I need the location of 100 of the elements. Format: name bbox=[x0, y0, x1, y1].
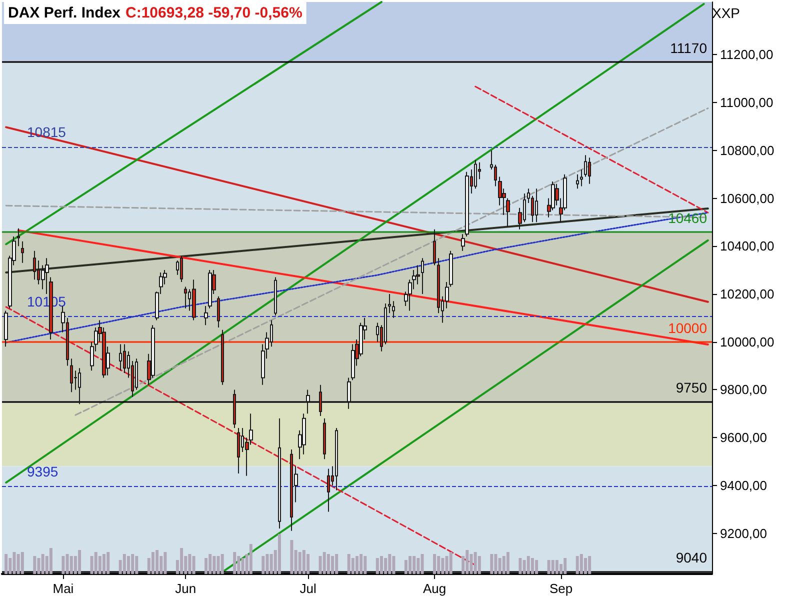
candlestick bbox=[204, 305, 208, 326]
candlestick bbox=[388, 293, 391, 314]
candlestick bbox=[45, 258, 49, 294]
candlestick bbox=[351, 344, 355, 381]
candlestick bbox=[433, 228, 436, 266]
y-tick-label: 10800,00 bbox=[720, 142, 774, 158]
x-tick-label: Jul bbox=[300, 581, 316, 596]
bar bbox=[302, 550, 306, 574]
bar bbox=[380, 556, 383, 574]
bar bbox=[441, 558, 444, 574]
bar bbox=[522, 560, 526, 574]
bar bbox=[20, 552, 24, 574]
bar bbox=[78, 550, 82, 574]
candlestick bbox=[588, 157, 591, 184]
candlestick bbox=[17, 228, 20, 247]
candlestick bbox=[347, 377, 351, 410]
bar bbox=[212, 556, 216, 574]
bar bbox=[220, 554, 224, 574]
bar bbox=[564, 558, 567, 574]
bar bbox=[530, 558, 534, 574]
bar bbox=[404, 560, 408, 574]
bar bbox=[4, 554, 8, 574]
y-tick-label: 9200,00 bbox=[720, 526, 767, 541]
bar bbox=[498, 558, 502, 574]
candlestick bbox=[123, 344, 126, 374]
bar bbox=[551, 560, 554, 574]
candlestick bbox=[4, 310, 8, 348]
y-tick-label: 11000,00 bbox=[720, 95, 774, 110]
bar bbox=[437, 556, 440, 574]
bar bbox=[164, 552, 167, 574]
bar bbox=[547, 560, 550, 574]
x-tick-label: Sep bbox=[549, 581, 573, 596]
candlestick bbox=[327, 468, 330, 512]
x-tick-label: Aug bbox=[422, 581, 446, 596]
candlestick bbox=[535, 188, 538, 223]
bar bbox=[151, 552, 154, 574]
candlestick bbox=[323, 418, 326, 460]
y-tick-label: 10000,00 bbox=[720, 334, 774, 350]
candlestick bbox=[237, 428, 240, 474]
bar bbox=[249, 544, 252, 574]
y-tick-label: 11200,00 bbox=[720, 47, 774, 62]
bar bbox=[90, 556, 94, 574]
candlestick bbox=[465, 171, 469, 238]
candlestick bbox=[217, 296, 220, 328]
bar bbox=[356, 556, 358, 574]
bar bbox=[449, 552, 452, 574]
bar bbox=[237, 556, 240, 574]
candlestick bbox=[70, 358, 73, 393]
y-tick-label: 10200,00 bbox=[720, 286, 774, 302]
bar bbox=[360, 554, 363, 574]
bar bbox=[526, 556, 530, 574]
chart-subtitle: C:10693,28 -59,70 -0,56% bbox=[126, 4, 302, 22]
bar bbox=[494, 554, 498, 574]
candlestick bbox=[78, 368, 81, 405]
ref-line-label: 10815 bbox=[27, 124, 66, 140]
candlestick bbox=[306, 389, 310, 414]
bar bbox=[290, 540, 294, 574]
chart-title: DAX Perf. Index bbox=[8, 4, 122, 22]
bar bbox=[37, 558, 40, 574]
bar bbox=[208, 554, 212, 574]
bar bbox=[12, 552, 16, 574]
bar bbox=[180, 548, 184, 574]
candlestick bbox=[208, 270, 212, 309]
ref-line-label: 9750 bbox=[676, 380, 708, 396]
bar bbox=[408, 556, 412, 574]
y-tick-label: 9400,00 bbox=[720, 478, 767, 493]
bar bbox=[588, 556, 592, 574]
bar bbox=[364, 556, 367, 574]
y-tick-label: 9800,00 bbox=[720, 382, 767, 398]
bar bbox=[106, 552, 110, 574]
bar bbox=[506, 552, 510, 574]
annotation: XXP bbox=[712, 5, 740, 21]
candlestick bbox=[33, 250, 36, 280]
bar bbox=[41, 554, 44, 574]
bar bbox=[518, 558, 522, 574]
candlestick bbox=[461, 234, 465, 252]
candlestick bbox=[474, 159, 477, 190]
candlestick bbox=[302, 413, 306, 455]
bar bbox=[335, 554, 338, 574]
bar bbox=[16, 554, 20, 574]
candlestick bbox=[192, 279, 196, 321]
bar bbox=[580, 554, 583, 574]
bar bbox=[126, 556, 130, 574]
bar bbox=[420, 554, 424, 574]
bar bbox=[102, 554, 106, 574]
bar bbox=[318, 556, 322, 574]
candlestick bbox=[221, 329, 224, 386]
bar bbox=[216, 556, 220, 574]
bar bbox=[351, 558, 354, 574]
ref-line-label: 9395 bbox=[27, 464, 58, 480]
bar bbox=[392, 556, 396, 574]
bar bbox=[66, 554, 69, 574]
bar bbox=[135, 556, 138, 574]
bar bbox=[416, 558, 420, 574]
bar bbox=[98, 556, 102, 574]
candlestick bbox=[233, 389, 236, 429]
line-series bbox=[5, 212, 709, 344]
bar bbox=[270, 554, 273, 574]
bar bbox=[445, 556, 448, 574]
candlestick bbox=[576, 174, 579, 190]
